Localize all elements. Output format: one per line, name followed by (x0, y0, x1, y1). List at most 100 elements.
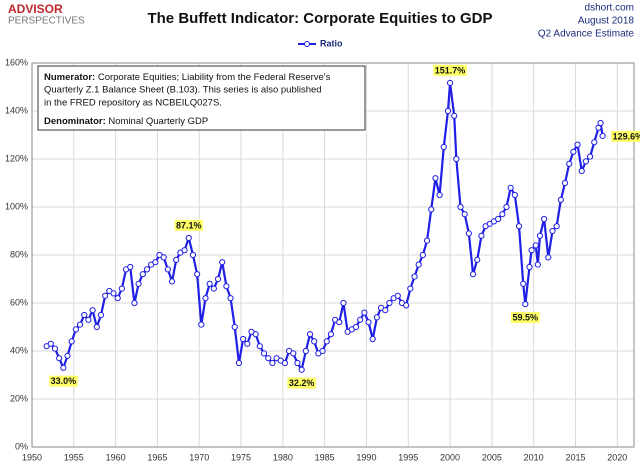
point (160, 254, 167, 261)
point (114, 295, 121, 302)
point (81, 311, 88, 319)
point (534, 261, 541, 268)
point (566, 160, 573, 167)
point (428, 206, 435, 213)
point (453, 155, 460, 163)
point (118, 285, 125, 292)
y-tick-label: 60% (10, 297, 28, 307)
x-tick-label: 2005 (482, 452, 502, 462)
point (511, 191, 518, 199)
point (549, 227, 556, 235)
point (281, 359, 289, 367)
point (474, 256, 481, 263)
point (131, 299, 138, 307)
data-label: 87.1% (174, 219, 204, 231)
point (60, 364, 67, 371)
point (536, 232, 544, 239)
x-tick-label: 1970 (189, 452, 209, 462)
point (574, 141, 581, 148)
point (582, 158, 590, 165)
point (143, 266, 151, 273)
point (214, 275, 222, 283)
point (461, 211, 468, 218)
x-tick-label: 2010 (524, 452, 544, 462)
data-label: 59.5% (511, 312, 540, 324)
point (411, 273, 418, 280)
legend: Ratio (298, 38, 343, 48)
y-tick-label: 140% (5, 105, 28, 115)
x-tick-label: 2000 (440, 452, 460, 462)
point (394, 292, 401, 299)
point (194, 271, 201, 278)
date: August 2018 (578, 16, 635, 27)
numerator-text: Corporate Equities; Liability from the F… (98, 72, 331, 83)
point (365, 319, 372, 326)
point (557, 196, 564, 203)
x-tick-label: 1990 (356, 452, 376, 462)
point (85, 316, 92, 323)
point (553, 223, 560, 230)
point (495, 215, 502, 223)
point (64, 352, 71, 359)
point (198, 321, 205, 328)
point (436, 191, 443, 199)
point (298, 366, 305, 373)
point (369, 335, 376, 343)
point (68, 338, 75, 345)
chart-title: The Buffett Indicator: Corporate Equitie… (147, 10, 492, 27)
point (386, 299, 393, 307)
point (336, 319, 343, 326)
plot: 33.0% 87.1% 32.2% 151.7% 59.5% 129.6% (43, 64, 640, 389)
point (56, 355, 63, 362)
note-line: Numerator: Corporate Equities; Liability… (44, 72, 331, 83)
point (457, 203, 464, 211)
point (340, 299, 347, 307)
point (302, 347, 309, 355)
point (478, 232, 485, 239)
point (444, 107, 452, 115)
point (173, 256, 180, 263)
x-tick-label: 2020 (607, 452, 627, 462)
point (235, 359, 243, 367)
point (244, 340, 251, 347)
point (440, 143, 447, 151)
x-tick-label: 1975 (231, 452, 251, 462)
data-label-text: 33.0% (51, 376, 77, 386)
point (520, 280, 527, 287)
point (210, 285, 217, 292)
point (526, 263, 533, 271)
point (152, 259, 159, 266)
y-tick-label: 20% (10, 393, 28, 403)
numerator-text: in the FRED repository as NCBEILQ027S. (44, 98, 222, 109)
data-label-bg (511, 312, 540, 324)
point (597, 119, 604, 127)
point (319, 347, 326, 355)
data-label-text: 59.5% (513, 313, 539, 323)
data-label-text: 32.2% (289, 378, 315, 388)
point (72, 326, 79, 333)
point (89, 307, 96, 314)
x-tick-label: 1980 (273, 452, 293, 462)
point (311, 338, 318, 345)
point (507, 184, 514, 191)
x-tick-label: 1995 (398, 452, 418, 462)
point (561, 179, 569, 187)
point (515, 223, 523, 230)
point (499, 211, 506, 218)
point (541, 215, 548, 223)
point (76, 321, 84, 328)
point (185, 234, 192, 242)
point (382, 307, 389, 314)
legend-marker (304, 41, 310, 47)
point (570, 148, 577, 155)
point (269, 359, 276, 367)
point (419, 251, 426, 259)
logo-bottom: PERSPECTIVES (8, 16, 85, 27)
point (227, 295, 234, 302)
data-label-text: 87.1% (176, 220, 202, 230)
note-frame (37, 65, 366, 131)
x-tick-label: 1985 (315, 452, 335, 462)
x-tick-label: 1965 (147, 452, 167, 462)
point (168, 278, 176, 285)
